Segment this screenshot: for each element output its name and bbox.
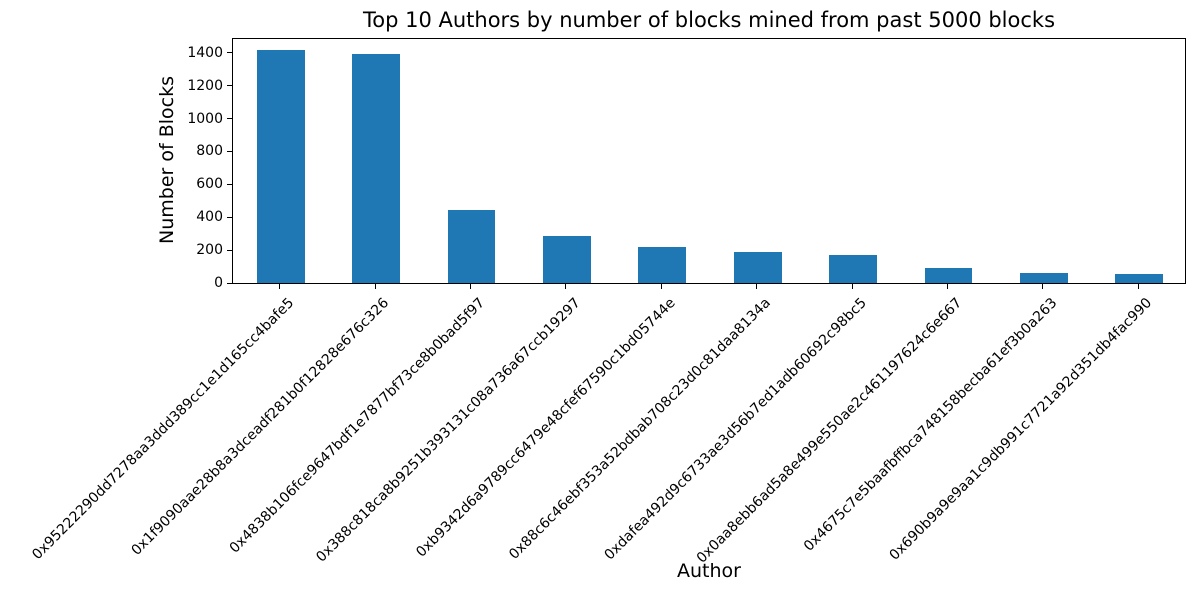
- y-tick-mark: [227, 249, 232, 251]
- x-axis-label: Author: [677, 560, 741, 582]
- x-tick-mark: [279, 284, 281, 289]
- y-tick-label: 1400: [187, 44, 223, 61]
- bar: [829, 255, 877, 283]
- y-tick-label: 400: [196, 209, 223, 226]
- x-tick-mark: [1042, 284, 1044, 289]
- bar: [543, 236, 591, 283]
- bar: [352, 54, 400, 283]
- y-tick-label: 800: [196, 143, 223, 160]
- x-tick-mark: [851, 284, 853, 289]
- x-tick-mark: [374, 284, 376, 289]
- bar: [924, 268, 973, 283]
- chart-title: Top 10 Authors by number of blocks mined…: [362, 8, 1056, 32]
- y-tick-mark: [227, 52, 232, 54]
- bar: [1115, 274, 1164, 283]
- y-tick-label: 200: [196, 242, 223, 259]
- y-tick-mark: [227, 85, 232, 87]
- y-tick-mark: [227, 150, 232, 152]
- bar: [733, 252, 782, 283]
- bar: [256, 50, 305, 283]
- y-tick-label: 1200: [187, 77, 223, 94]
- x-tick-mark: [1137, 284, 1139, 289]
- bar: [638, 247, 687, 283]
- x-tick-mark: [660, 284, 662, 289]
- plot-area: [232, 38, 1186, 284]
- x-tick-mark: [470, 284, 471, 289]
- y-tick-mark: [227, 216, 232, 218]
- x-tick-mark: [756, 284, 758, 289]
- y-tick-mark: [227, 183, 232, 185]
- bar: [1020, 273, 1068, 283]
- y-tick-label: 1000: [187, 110, 223, 127]
- y-tick-label: 0: [214, 275, 223, 291]
- x-tick-mark: [947, 284, 948, 289]
- y-tick-mark: [227, 118, 232, 120]
- bar: [447, 210, 496, 283]
- x-tick-mark: [565, 284, 567, 289]
- y-tick-mark: [227, 282, 232, 284]
- y-tick-label: 600: [196, 176, 223, 193]
